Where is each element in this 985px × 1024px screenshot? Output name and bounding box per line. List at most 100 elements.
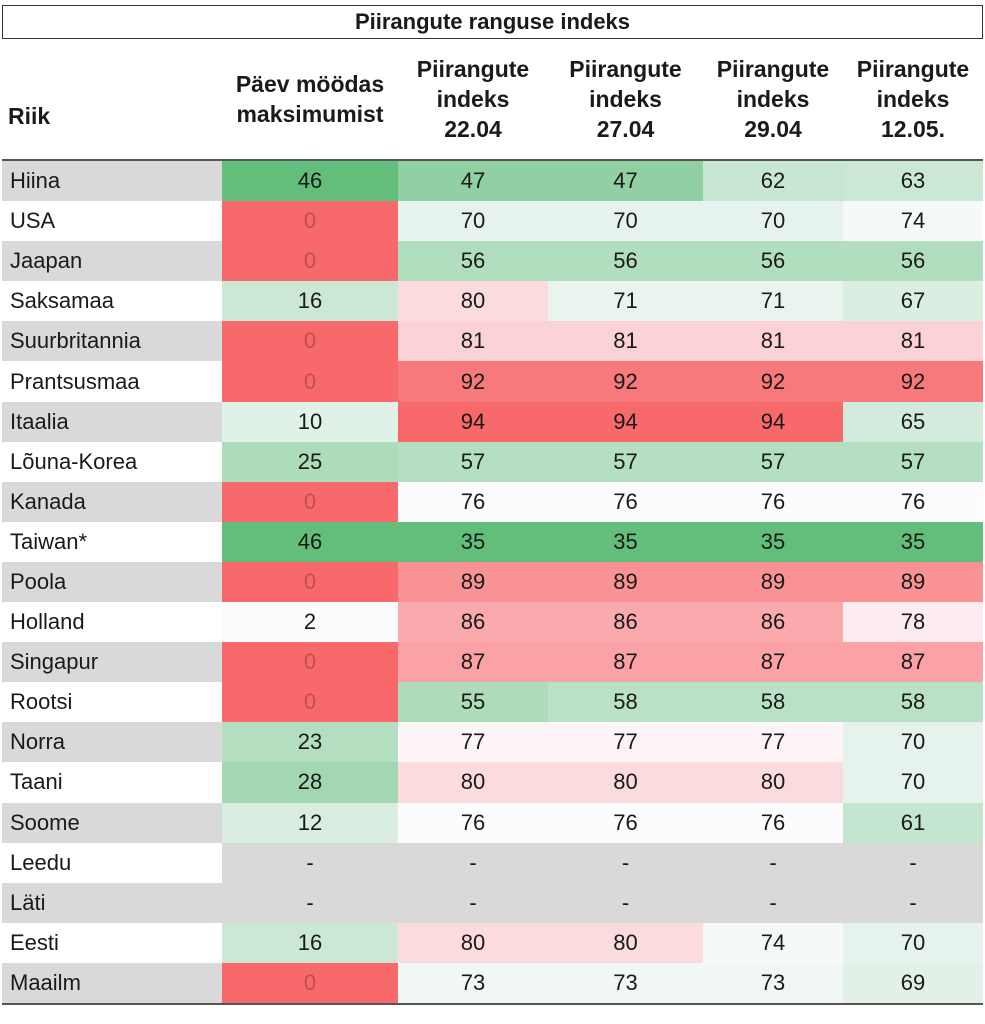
days-cell: 0 [222, 481, 398, 522]
index-cell: 57 [843, 441, 983, 482]
index-cell: 77 [398, 722, 548, 763]
index-cell: 80 [548, 762, 703, 803]
table-row: Holland 2 86 86 86 78 [2, 602, 983, 643]
country-cell: Holland [2, 602, 222, 643]
country-cell: Norra [2, 722, 222, 763]
index-cell: 35 [843, 521, 983, 562]
index-cell: 76 [703, 802, 843, 843]
days-cell: 46 [222, 161, 398, 202]
column-header-4: Piirangute indeks 29.04 [703, 39, 843, 159]
column-header-5: Piirangute indeks 12.05. [843, 39, 983, 159]
index-cell: 80 [398, 281, 548, 322]
table-row: Leedu - - - - - [2, 842, 983, 883]
index-cell: 94 [703, 401, 843, 442]
country-cell: Eesti [2, 922, 222, 963]
index-cell: 61 [843, 802, 983, 843]
days-cell: 23 [222, 722, 398, 763]
days-cell: 0 [222, 962, 398, 1003]
column-header-line: indeks [736, 86, 810, 112]
country-cell: Poola [2, 561, 222, 603]
column-header-line: Päev möödas [235, 71, 385, 97]
index-cell: 62 [703, 161, 843, 202]
index-cell: 92 [843, 361, 983, 402]
index-cell: 71 [703, 281, 843, 322]
country-cell: Taani [2, 762, 222, 803]
index-cell: 58 [703, 682, 843, 723]
column-header-line: 22.04 [444, 116, 502, 142]
table-row: Läti - - - - - [2, 882, 983, 923]
days-cell: 2 [222, 602, 398, 643]
index-cell: 76 [398, 802, 548, 843]
table-row: Taani 28 80 80 80 70 [2, 762, 983, 803]
table-row: Saksamaa 16 80 71 71 67 [2, 281, 983, 322]
index-cell: 74 [703, 922, 843, 963]
index-cell: 80 [398, 922, 548, 963]
days-cell: 0 [222, 201, 398, 242]
table-row: USA 0 70 70 70 74 [2, 201, 983, 242]
index-cell: 70 [843, 922, 983, 963]
column-header-line: indeks [589, 86, 662, 112]
index-cell: 92 [703, 361, 843, 402]
index-cell: 81 [703, 321, 843, 362]
index-cell: - [843, 842, 983, 883]
index-cell: 70 [843, 722, 983, 763]
index-cell: - [398, 882, 548, 923]
column-header-line: Piirangute [716, 56, 830, 82]
restrictions-table: Piirangute ranguse indeks Riik Päev mööda… [2, 5, 983, 1005]
index-cell: 71 [548, 281, 703, 322]
country-cell: Lõuna-Korea [2, 441, 222, 482]
days-cell: 16 [222, 922, 398, 963]
country-cell: Saksamaa [2, 281, 222, 322]
index-cell: 76 [703, 481, 843, 522]
index-cell: 86 [548, 602, 703, 643]
index-cell: 55 [398, 682, 548, 723]
index-cell: 35 [398, 521, 548, 562]
country-cell: Maailm [2, 962, 222, 1003]
days-cell: 0 [222, 241, 398, 282]
country-cell: Rootsi [2, 682, 222, 723]
index-cell: 87 [548, 642, 703, 683]
index-cell: 70 [703, 201, 843, 242]
days-cell: 46 [222, 521, 398, 562]
index-cell: 78 [843, 602, 983, 643]
table-body: Hiina 46 47 47 62 63 USA 0 70 70 70 74 Jaapan 0 56 56 56… [2, 161, 983, 1003]
column-header-2: Piirangute indeks 22.04 [398, 39, 548, 159]
days-cell: 0 [222, 321, 398, 362]
index-cell: 94 [398, 401, 548, 442]
country-cell: Hiina [2, 161, 222, 202]
index-cell: - [398, 842, 548, 883]
days-cell: 0 [222, 642, 398, 683]
table-row: Jaapan 0 56 56 56 56 [2, 241, 983, 282]
table-row: Taiwan* 46 35 35 35 35 [2, 521, 983, 562]
index-cell: 87 [843, 642, 983, 683]
index-cell: 73 [703, 962, 843, 1003]
index-cell: 65 [843, 401, 983, 442]
country-cell: Leedu [2, 842, 222, 883]
index-cell: 87 [703, 642, 843, 683]
index-cell: 70 [548, 201, 703, 242]
column-header-line: Riik [8, 103, 51, 129]
index-cell: 73 [398, 962, 548, 1003]
column-header-line: 29.04 [744, 116, 802, 142]
index-cell: 35 [548, 521, 703, 562]
table-row: Kanada 0 76 76 76 76 [2, 481, 983, 522]
index-cell: - [703, 882, 843, 923]
index-cell: 57 [703, 441, 843, 482]
table-row: Maailm 0 73 73 73 69 [2, 962, 983, 1003]
index-cell: 86 [398, 602, 548, 643]
index-cell: - [703, 842, 843, 883]
column-header-line: indeks [436, 86, 510, 112]
days-cell: 0 [222, 561, 398, 603]
country-cell: Taiwan* [2, 521, 222, 562]
index-cell: 81 [843, 321, 983, 362]
days-cell: 16 [222, 281, 398, 322]
days-cell: 12 [222, 802, 398, 843]
country-cell: Jaapan [2, 241, 222, 282]
table-row: Singapur 0 87 87 87 87 [2, 642, 983, 683]
country-cell: Läti [2, 882, 222, 923]
index-cell: 92 [398, 361, 548, 402]
index-cell: 57 [548, 441, 703, 482]
days-cell: 28 [222, 762, 398, 803]
index-cell: 89 [703, 561, 843, 603]
index-cell: 76 [398, 481, 548, 522]
